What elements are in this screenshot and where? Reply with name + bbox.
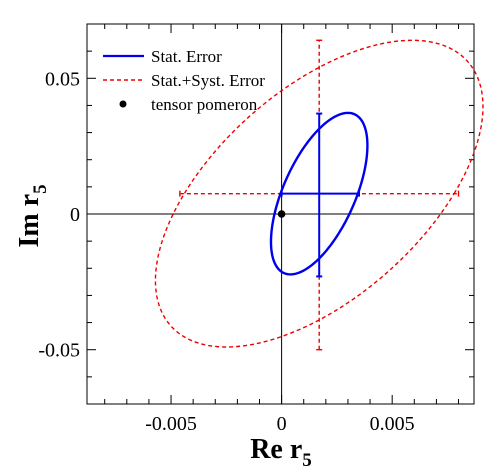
legend: Stat. Error Stat.+Syst. Error tensor pom… [103, 47, 265, 114]
x-tick-label: 0.005 [370, 413, 415, 435]
y-tick-label: 0 [70, 204, 80, 226]
y-axis-title-sub: 5 [30, 184, 51, 194]
plot-area [154, 39, 484, 351]
y-axis-title: Im r5 [14, 184, 51, 247]
y-axis-title-main: Im r [14, 194, 45, 248]
x-axis-title-sub: 5 [302, 450, 312, 471]
stat-error-ellipse [269, 111, 369, 276]
axis-ticks [87, 23, 474, 405]
y-tick-label: 0.05 [45, 68, 80, 90]
tensor-pomeron-point [277, 210, 286, 218]
legend-marker-tensor-pomeron [119, 100, 127, 108]
total-error-ellipse [154, 39, 484, 348]
x-tick-label: 0 [277, 413, 287, 435]
y-tick-label: -0.05 [38, 340, 80, 362]
legend-label-total-error: Stat.+Syst. Error [151, 71, 265, 90]
x-axis-title-main: Re r [250, 434, 302, 465]
legend-label-stat-error: Stat. Error [151, 47, 222, 66]
x-axis-title: Re r5 [250, 434, 312, 471]
legend-label-tensor-pomeron: tensor pomeron [151, 95, 258, 114]
x-tick-label: -0.005 [145, 413, 197, 435]
